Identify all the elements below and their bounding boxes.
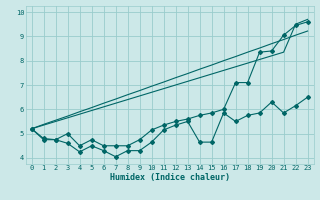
- X-axis label: Humidex (Indice chaleur): Humidex (Indice chaleur): [109, 173, 230, 182]
